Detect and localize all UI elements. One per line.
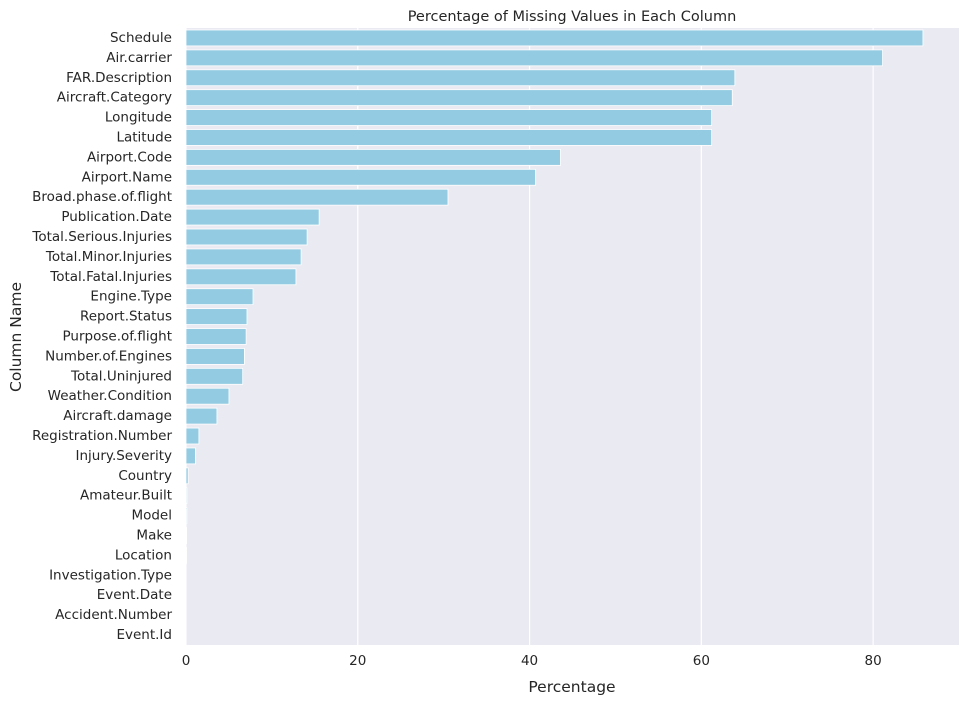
y-tick-label: Number.of.Engines bbox=[45, 348, 172, 364]
x-tick-label: 80 bbox=[865, 653, 882, 669]
bar bbox=[185, 387, 230, 405]
bar bbox=[185, 248, 302, 266]
bar bbox=[185, 348, 245, 365]
y-tick-label: Latitude bbox=[116, 129, 172, 145]
bar bbox=[185, 328, 247, 345]
y-tick-label: Event.Date bbox=[97, 587, 172, 603]
bar bbox=[185, 547, 187, 564]
bar bbox=[185, 487, 188, 505]
bar bbox=[185, 89, 733, 107]
y-tick-label: Total.Fatal.Injuries bbox=[49, 269, 172, 285]
bar bbox=[185, 109, 713, 126]
x-axis-title: Percentage bbox=[528, 678, 615, 696]
y-tick-label: FAR.Description bbox=[66, 70, 172, 86]
y-tick-label: Event.Id bbox=[116, 627, 172, 643]
y-axis-title: Column Name bbox=[7, 282, 25, 392]
y-tick-label: Make bbox=[136, 528, 172, 544]
y-tick-label: Aircraft.damage bbox=[63, 408, 172, 424]
bars bbox=[185, 29, 924, 564]
y-tick-label: Air.carrier bbox=[106, 50, 172, 66]
y-tick-label: Engine.Type bbox=[90, 289, 172, 305]
x-tick-labels: 0 20 40 60 80 bbox=[182, 653, 882, 669]
y-tick-label: Longitude bbox=[105, 110, 172, 126]
bar bbox=[185, 367, 244, 385]
y-tick-label: Total.Minor.Injuries bbox=[45, 249, 172, 265]
bar bbox=[185, 49, 883, 67]
y-tick-label: Publication.Date bbox=[61, 209, 172, 225]
bar bbox=[185, 288, 254, 306]
bar bbox=[185, 129, 713, 146]
bar bbox=[185, 507, 188, 524]
y-tick-labels: Schedule Air.carrier FAR.Description Aircra… bbox=[31, 30, 172, 643]
bar bbox=[185, 407, 218, 425]
y-tick-label: Model bbox=[131, 508, 172, 524]
x-tick-label: 0 bbox=[182, 653, 191, 669]
y-tick-label: Accident.Number bbox=[55, 607, 172, 623]
y-tick-label: Purpose.of.flight bbox=[63, 329, 172, 345]
y-tick-label: Total.Uninjured bbox=[70, 368, 172, 384]
y-tick-label: Amateur.Built bbox=[80, 488, 172, 504]
bar bbox=[185, 188, 449, 206]
y-tick-label: Registration.Number bbox=[32, 428, 172, 444]
y-tick-label: Location bbox=[115, 547, 172, 563]
bar bbox=[185, 228, 308, 246]
bar bbox=[185, 527, 188, 544]
chart-title: Percentage of Missing Values in Each Col… bbox=[408, 9, 737, 25]
x-tick-label: 60 bbox=[693, 653, 710, 669]
bar bbox=[185, 467, 189, 485]
x-tick-label: 40 bbox=[521, 653, 538, 669]
y-tick-label: Broad.phase.of.flight bbox=[32, 189, 172, 205]
bar bbox=[185, 149, 561, 166]
y-tick-label: Weather.Condition bbox=[48, 388, 172, 404]
y-tick-label: Schedule bbox=[110, 30, 172, 46]
y-tick-label: Aircraft.Category bbox=[57, 90, 172, 106]
bar bbox=[185, 268, 297, 286]
y-tick-label: Injury.Severity bbox=[75, 448, 172, 464]
bar bbox=[185, 29, 924, 47]
y-tick-label: Country bbox=[118, 468, 172, 484]
bar bbox=[185, 427, 200, 445]
y-tick-label: Investigation.Type bbox=[49, 567, 172, 583]
x-tick-label: 20 bbox=[349, 653, 366, 669]
y-tick-label: Airport.Name bbox=[82, 169, 172, 185]
bar bbox=[185, 69, 736, 87]
bar bbox=[185, 308, 248, 325]
y-tick-label: Total.Serious.Injuries bbox=[31, 229, 172, 245]
y-tick-label: Report.Status bbox=[80, 309, 172, 325]
bar bbox=[185, 168, 536, 186]
bar bbox=[185, 447, 196, 465]
y-tick-label: Airport.Code bbox=[87, 149, 172, 165]
bar bbox=[185, 208, 320, 226]
